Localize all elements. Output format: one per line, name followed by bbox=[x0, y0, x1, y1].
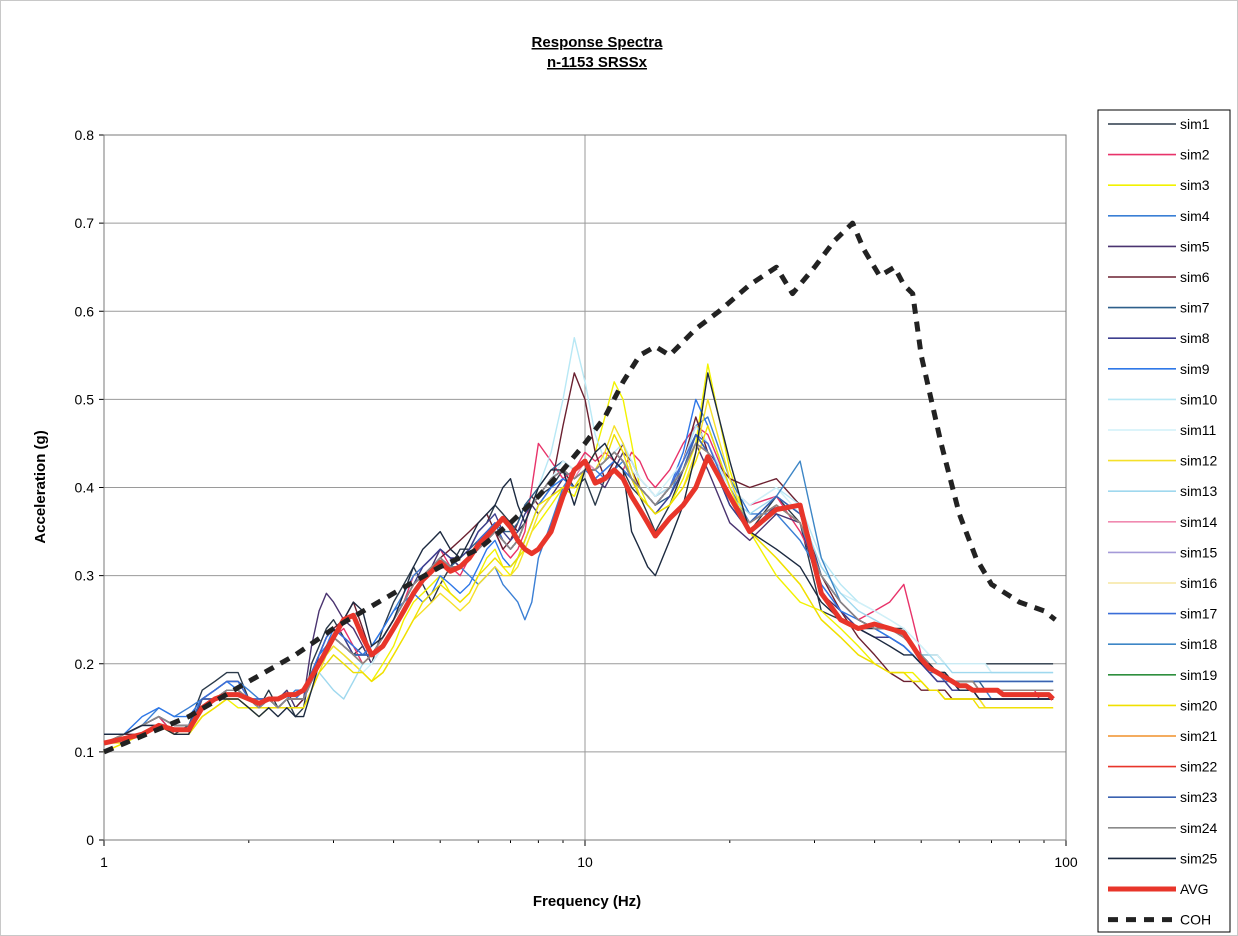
legend-item-sim25: sim25 bbox=[1108, 850, 1218, 866]
legend-item-sim17: sim17 bbox=[1108, 606, 1218, 622]
legend-item-sim7: sim7 bbox=[1108, 300, 1210, 316]
y-tick-label: 0 bbox=[86, 832, 94, 848]
legend-item-avg: AVG bbox=[1108, 881, 1209, 897]
legend-label: sim2 bbox=[1180, 147, 1210, 163]
legend-item-sim11: sim11 bbox=[1108, 422, 1217, 438]
legend-label: sim19 bbox=[1180, 667, 1218, 683]
legend-item-sim8: sim8 bbox=[1108, 330, 1210, 346]
legend-label: sim10 bbox=[1180, 391, 1218, 407]
y-tick-label: 0.1 bbox=[75, 744, 95, 760]
legend-item-sim5: sim5 bbox=[1108, 238, 1210, 254]
legend-item-sim4: sim4 bbox=[1108, 208, 1210, 224]
legend-item-sim14: sim14 bbox=[1108, 514, 1218, 530]
legend-label: sim12 bbox=[1180, 453, 1218, 469]
legend-item-sim1: sim1 bbox=[1108, 116, 1210, 132]
legend-label: sim15 bbox=[1180, 544, 1218, 560]
plot-border bbox=[103, 134, 1067, 841]
legend-label: sim20 bbox=[1180, 697, 1218, 713]
y-tick-label: 0.4 bbox=[75, 480, 95, 496]
legend-label: sim11 bbox=[1180, 422, 1217, 438]
y-tick-label: 0.5 bbox=[75, 391, 95, 407]
legend: sim1 sim2 sim3 sim4 sim5 sim6 sim7 sim8 sim9 sim1… bbox=[1097, 109, 1231, 933]
legend-label: sim5 bbox=[1180, 238, 1210, 254]
legend-item-sim12: sim12 bbox=[1108, 453, 1218, 469]
legend-item-sim16: sim16 bbox=[1108, 575, 1218, 591]
legend-label: sim6 bbox=[1180, 269, 1210, 285]
plot-area: 0 0.1 0.2 0.3 0.4 0.5 0.6 0.7 0.8 1 10 100 bbox=[75, 127, 1078, 870]
y-tick-label: 0.2 bbox=[75, 656, 95, 672]
legend-item-sim2: sim2 bbox=[1108, 147, 1210, 163]
legend-label: sim18 bbox=[1180, 636, 1218, 652]
legend-item-sim9: sim9 bbox=[1108, 361, 1210, 377]
legend-item-coh: COH bbox=[1108, 912, 1211, 928]
legend-label: sim17 bbox=[1180, 606, 1218, 622]
legend-item-sim10: sim10 bbox=[1108, 391, 1218, 407]
series-line-coh bbox=[103, 220, 1057, 755]
x-axis-title: Frequency (Hz) bbox=[533, 893, 641, 910]
legend-label: sim22 bbox=[1180, 759, 1218, 775]
legend-label: sim23 bbox=[1180, 789, 1218, 805]
legend-item-sim15: sim15 bbox=[1108, 544, 1218, 560]
legend-label: sim3 bbox=[1180, 177, 1210, 193]
series-line-sim20 bbox=[103, 425, 1054, 753]
legend-item-sim3: sim3 bbox=[1108, 177, 1210, 193]
legend-label: sim1 bbox=[1180, 116, 1210, 132]
y-tick-label: 0.6 bbox=[75, 303, 95, 319]
legend-item-sim19: sim19 bbox=[1108, 667, 1218, 683]
y-tick-label: 0.7 bbox=[75, 215, 95, 231]
legend-label: sim21 bbox=[1180, 728, 1218, 744]
legend-label: sim7 bbox=[1180, 300, 1210, 316]
y-tick-label: 0.8 bbox=[75, 127, 95, 143]
legend-item-sim21: sim21 bbox=[1108, 728, 1218, 744]
series-line-sim24 bbox=[103, 442, 1054, 744]
legend-label: sim16 bbox=[1180, 575, 1218, 591]
legend-item-sim18: sim18 bbox=[1108, 636, 1218, 652]
legend-label: sim9 bbox=[1180, 361, 1210, 377]
chart-title: Response Spectra bbox=[532, 34, 664, 51]
chart-subtitle: n-1153 SRSSx bbox=[547, 54, 648, 71]
legend-label: COH bbox=[1180, 912, 1211, 928]
y-tick-label: 0.3 bbox=[75, 568, 95, 584]
legend-item-sim23: sim23 bbox=[1108, 789, 1218, 805]
x-tick-label: 1 bbox=[100, 854, 108, 870]
series-line-avg bbox=[103, 454, 1055, 746]
x-tick-label: 100 bbox=[1054, 854, 1078, 870]
legend-label: sim13 bbox=[1180, 483, 1218, 499]
legend-item-sim22: sim22 bbox=[1108, 759, 1218, 775]
legend-label: sim25 bbox=[1180, 850, 1218, 866]
legend-item-sim6: sim6 bbox=[1108, 269, 1210, 285]
legend-item-sim20: sim20 bbox=[1108, 697, 1218, 713]
legend-label: sim14 bbox=[1180, 514, 1218, 530]
legend-label: sim4 bbox=[1180, 208, 1210, 224]
legend-item-sim13: sim13 bbox=[1108, 483, 1218, 499]
legend-label: sim8 bbox=[1180, 330, 1210, 346]
legend-label: sim24 bbox=[1180, 820, 1218, 836]
x-tick-label: 10 bbox=[577, 854, 593, 870]
legend-label: AVG bbox=[1180, 881, 1209, 897]
legend-item-sim24: sim24 bbox=[1108, 820, 1218, 836]
y-axis-title: Acceleration (g) bbox=[32, 430, 49, 543]
